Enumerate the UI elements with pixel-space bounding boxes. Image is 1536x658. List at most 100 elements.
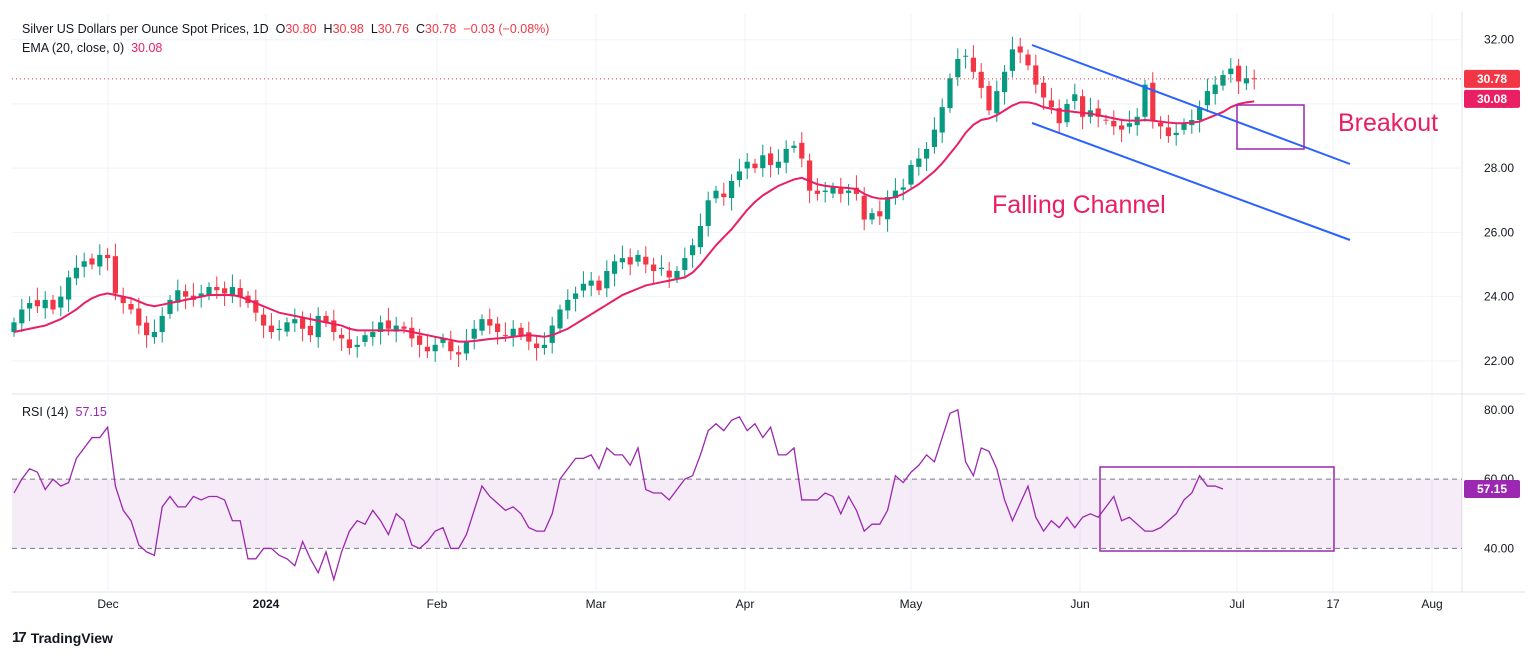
candle-body [1220, 75, 1226, 86]
candle-body [42, 299, 48, 309]
high-value: 30.98 [332, 22, 364, 36]
candle-body [768, 153, 774, 165]
time-tick-label: Dec [97, 597, 118, 611]
candle-body [580, 283, 586, 291]
candle-body [393, 325, 399, 332]
candle-body [666, 270, 672, 278]
candle-body [869, 213, 875, 220]
candle-body [456, 352, 462, 355]
candle-body [323, 315, 329, 323]
candle-body [588, 280, 594, 286]
candle-body [276, 328, 282, 331]
time-tick-label: Jul [1229, 597, 1244, 611]
candle-body [34, 300, 40, 307]
candle-body [58, 296, 64, 308]
candle-body [1103, 119, 1109, 121]
low-label: L [370, 22, 378, 36]
candle-body [1017, 46, 1023, 53]
candle-body [518, 327, 524, 336]
rsi-tick-label: 80.00 [1484, 403, 1514, 417]
candle-body [1056, 108, 1062, 124]
candle-body [495, 323, 501, 332]
candle-body [612, 261, 618, 274]
rsi-header: RSI (14) 57.15 [22, 405, 107, 419]
low-value: 30.76 [377, 22, 410, 36]
candle-body [970, 57, 976, 72]
candle-body [690, 245, 696, 256]
candle-body [604, 270, 610, 289]
candle-body [284, 322, 290, 332]
candle-body [814, 190, 820, 194]
candle-body [1048, 100, 1054, 108]
ema-value: 30.08 [131, 41, 163, 55]
candle-body [81, 261, 87, 267]
candle-body [1126, 123, 1132, 127]
tradingview-logo[interactable]: 17 TradingView [12, 629, 113, 646]
candle-body [105, 254, 111, 259]
rsi-badge [1464, 480, 1520, 499]
candle-body [643, 256, 649, 265]
candle-body [674, 270, 680, 279]
candle-body [1072, 94, 1078, 102]
candle-body [994, 91, 1000, 114]
candle-body [908, 164, 914, 185]
candle-body [510, 328, 516, 337]
rsi-range-box [1099, 466, 1335, 552]
candle-body [354, 344, 360, 348]
candle-body [73, 267, 79, 279]
price-tick-label: 26.00 [1484, 225, 1514, 239]
price-tick-label: 24.00 [1484, 290, 1514, 304]
candle-body [955, 58, 961, 78]
time-tick-label: Feb [427, 597, 448, 611]
candle-body [167, 299, 173, 314]
candle-body [697, 225, 703, 248]
candle-body [1111, 120, 1117, 127]
time-tick-label: 17 [1326, 597, 1340, 611]
open-label: O [275, 22, 286, 36]
candle-body [729, 181, 735, 199]
candle-body [378, 322, 384, 332]
candle-body [362, 335, 368, 342]
candle-body [541, 344, 547, 349]
candle-body [760, 155, 766, 169]
high-label: H [323, 22, 333, 36]
price-tick-label: 28.00 [1484, 161, 1514, 175]
candle-body [1228, 68, 1234, 75]
candle-body [229, 287, 235, 297]
candle-body [27, 303, 33, 309]
candle-body [292, 319, 298, 324]
tradingview-logo-icon: 17 [12, 629, 27, 646]
rsi-badge-text: 57.15 [1477, 482, 1507, 496]
candle-body [307, 325, 313, 336]
candle-body [159, 315, 165, 332]
candle-body [573, 293, 579, 299]
candle-body [947, 78, 953, 109]
candle-body [424, 346, 430, 352]
candle-body [222, 288, 228, 294]
candle-body [900, 187, 906, 190]
candle-body [799, 142, 805, 159]
candle-body [1080, 96, 1086, 117]
candle-body [214, 287, 220, 291]
rsi-band [12, 479, 1462, 549]
time-tick-label: Jun [1070, 597, 1089, 611]
last-price-badge [1464, 69, 1520, 88]
candle-body [1002, 71, 1008, 93]
candle-body [89, 258, 95, 265]
ema-badge-text: 30.08 [1477, 92, 1507, 106]
candle-body [557, 309, 563, 329]
ema-label: EMA (20, close, 0) [22, 41, 125, 55]
candle-body [1236, 65, 1242, 82]
candle-body [97, 254, 103, 267]
candle-body [1064, 103, 1070, 123]
candle-body [775, 161, 781, 168]
candle-body [916, 158, 922, 167]
candle-body [1150, 82, 1156, 120]
close-label: C [416, 22, 426, 36]
candle-body [1142, 84, 1148, 117]
candle-body [838, 188, 844, 194]
candle-body [1165, 127, 1171, 137]
channel-upper-line [1031, 44, 1351, 165]
candle-body [791, 145, 797, 148]
